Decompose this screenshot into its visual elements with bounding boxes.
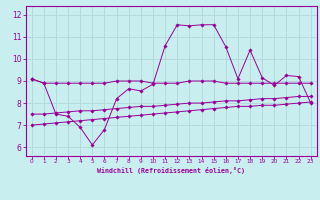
X-axis label: Windchill (Refroidissement éolien,°C): Windchill (Refroidissement éolien,°C) (97, 167, 245, 174)
